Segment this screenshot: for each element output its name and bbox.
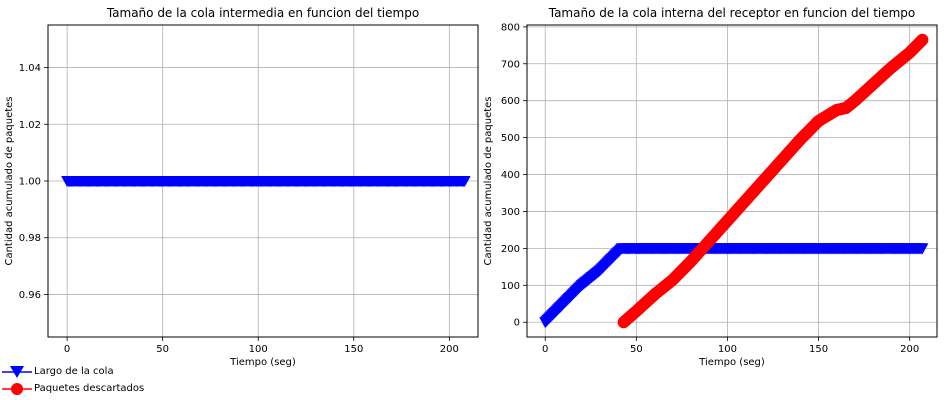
x-tick-label: 0 [64,344,70,355]
x-tick-label: 200 [440,344,459,355]
y-tick-label: 1.00 [19,177,41,188]
x-tick-label: 50 [630,344,643,355]
y-tick-label: 800 [501,22,520,33]
x-tick-label: 100 [249,344,268,355]
x-tick-label: 200 [900,344,919,355]
x-axis-label: Tiempo (seg) [229,357,296,368]
data-point [916,243,929,255]
x-tick-label: 0 [542,344,548,355]
x-tick-label: 50 [156,344,169,355]
y-tick-label: 0.98 [19,233,41,244]
y-tick-label: 100 [501,281,520,292]
chart-queue-intermediate: 0 50 100 150 200 0.96 0.98 1.00 1.02 1.04 Tamaño … [4,6,479,368]
y-tick-label: 600 [501,96,520,107]
legend-label: Largo de la cola [34,366,114,377]
data-point [916,33,929,46]
series-layer [61,176,471,187]
data-point [458,176,471,187]
axis-ticks: 0 50 100 150 200 0 100 200 300 400 500 600 700 800 [501,22,919,355]
y-axis-label: Cantidad acumulado de paquetes [4,96,15,265]
legend-marker-triangle-icon [2,365,32,378]
y-tick-label: 1.02 [19,120,41,131]
y-tick-label: 1.04 [19,63,41,74]
y-tick-label: 400 [501,170,520,181]
x-tick-label: 100 [718,344,737,355]
series-dropped-packets [617,33,929,329]
chart-title: Tamaño de la cola interna del receptor e… [548,6,916,20]
chart-title: Tamaño de la cola intermedia en funcion … [106,6,419,20]
x-tick-label: 150 [344,344,363,355]
y-tick-label: 200 [501,244,520,255]
axis-ticks: 0 50 100 150 200 0.96 0.98 1.00 1.02 1.04 [19,63,459,355]
legend-label: Paquetes descartados [34,383,145,394]
y-axis-label: Cantidad acumulado de paquetes [483,96,494,265]
legend: Largo de la cola Paquetes descartados [2,363,144,397]
legend-item-queue: Largo de la cola [2,363,144,380]
y-tick-label: 500 [501,133,520,144]
chart-queue-receiver: 0 50 100 150 200 0 100 200 300 400 500 600 700 800 Ta… [483,6,938,368]
series-queue-length [539,243,929,329]
y-tick-label: 0 [514,318,520,329]
plot-frame [526,24,938,338]
legend-marker-circle-icon [2,382,32,395]
legend-item-dropped: Paquetes descartados [2,380,144,397]
y-tick-label: 0.96 [19,290,41,301]
grid-lines [527,25,937,337]
y-tick-label: 700 [501,59,520,70]
x-tick-label: 150 [809,344,828,355]
y-tick-label: 300 [501,207,520,218]
series-queue-length [61,176,471,187]
x-axis-label: Tiempo (seg) [698,357,765,368]
series-layer [539,33,929,329]
